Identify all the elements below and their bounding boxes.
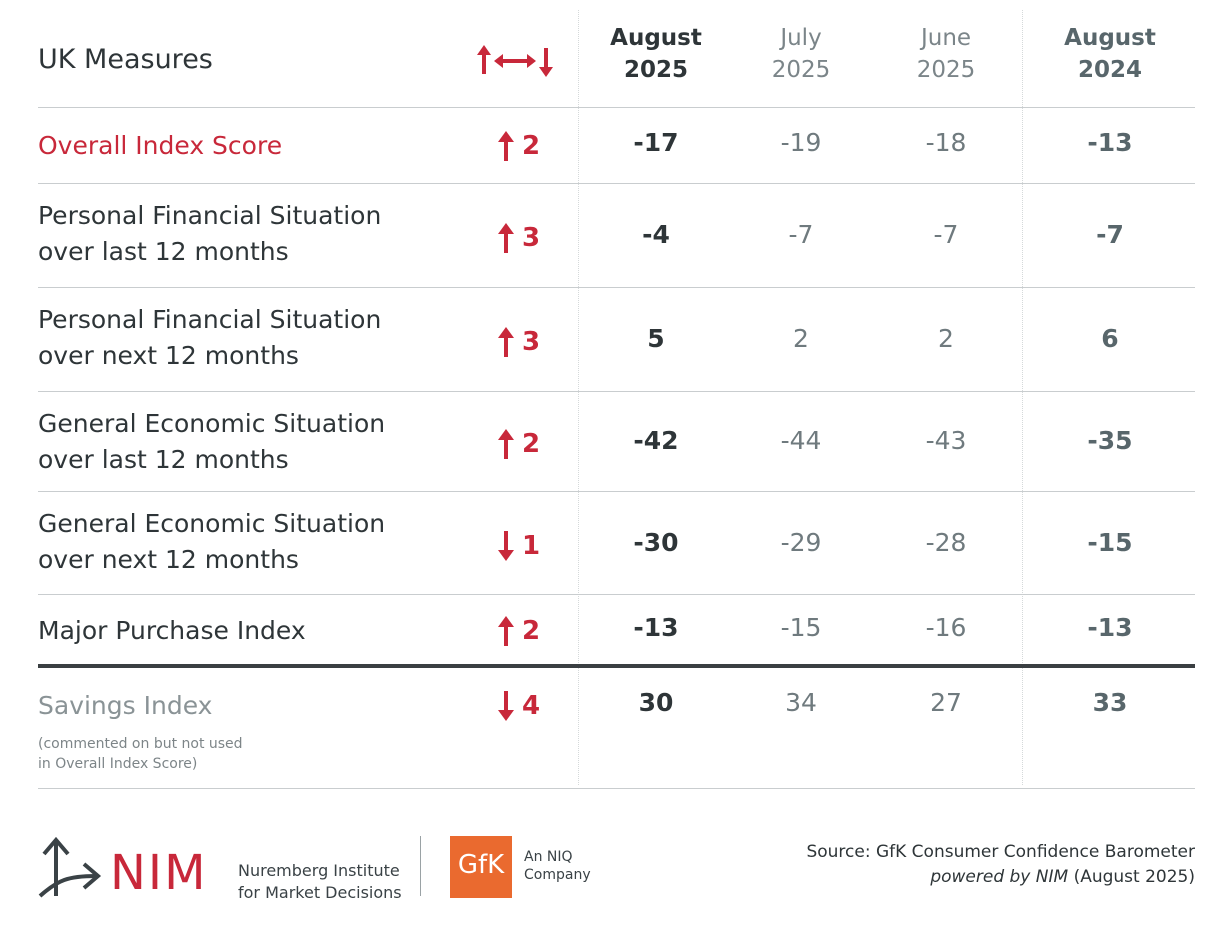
savings-note: (commented on but not used in Overall Ind… [38,736,243,772]
value-jul-2025: -19 [780,128,822,157]
nim-logo: NIM [110,845,208,901]
arrow-up-icon [498,327,514,357]
value-jun-2025: -7 [933,220,959,249]
value-aug-2024: -7 [1096,220,1124,249]
arrow-up-icon [498,616,514,646]
gfk-logo: GfK [450,836,512,898]
value-jul-2025: -15 [780,613,822,642]
value-aug-2025: -4 [642,220,670,249]
col-header-jul-2025: July 2025 [771,25,831,83]
change-cell: 4 [498,688,578,724]
nim-arrow-icon [38,836,102,902]
value-aug-2024: -15 [1087,528,1133,557]
value-jun-2025: -43 [925,426,967,455]
change-direction-icon [476,44,556,82]
change-cell: 2 [498,128,578,164]
row-label: Major Purchase Index [38,616,306,645]
value-aug-2024: -13 [1087,128,1133,157]
value-aug-2025: -17 [633,128,679,157]
change-cell: 3 [498,324,578,360]
value-jul-2025: -7 [788,220,814,249]
table-row: General Economic Situation over last 12 m… [38,392,1195,492]
value-aug-2024: 33 [1092,688,1128,717]
value-jul-2025: 2 [793,324,809,353]
change-cell: 1 [498,528,578,564]
row-label: Savings Index [38,691,213,720]
value-jun-2025: -16 [925,613,967,642]
col-header-aug-2025: August 2025 [610,25,702,83]
value-aug-2025: 5 [647,324,665,353]
value-jun-2025: 27 [930,688,962,717]
nim-name: Nuremberg Institute for Market Decisions [238,861,402,902]
value-jul-2025: 34 [785,688,817,717]
value-aug-2025: -13 [633,613,679,642]
value-aug-2024: 6 [1101,324,1119,353]
value-aug-2025: 30 [638,688,674,717]
table-row: Major Purchase Index 2 -13 -15 -16 -13 [38,595,1195,665]
change-cell: 3 [498,220,578,256]
savings-row: Savings Index (commented on but not used… [38,670,1195,788]
change-cell: 2 [498,613,578,649]
table-row: Personal Financial Situation over next 12… [38,288,1195,392]
row-label: General Economic Situation over next 12 m… [38,509,386,574]
table-row: General Economic Situation over next 12 m… [38,492,1195,594]
value-jul-2025: -44 [780,426,822,455]
change-cell: 2 [498,426,578,462]
source-note: Source: GfK Consumer Confidence Baromete… [806,842,1195,887]
value-jun-2025: -18 [925,128,967,157]
footer: NIM Nuremberg Institute for Market Decisi… [38,834,1195,904]
row-label: Personal Financial Situation over next 12… [38,305,382,370]
col-header-aug-2024: August 2024 [1064,25,1156,83]
row-label: Overall Index Score [38,131,283,160]
table-title: UK Measures [38,44,213,75]
value-aug-2024: -35 [1087,426,1133,455]
value-jun-2025: -28 [925,528,967,557]
row-label: General Economic Situation over last 12 m… [38,409,386,474]
value-jun-2025: 2 [938,324,954,353]
value-aug-2025: -42 [633,426,679,455]
arrow-up-icon [498,429,514,459]
table-row: Personal Financial Situation over last 12… [38,184,1195,288]
table-row: Overall Index Score 2 -17 -19 -18 -13 [38,108,1195,184]
niq-company-label: An NIQ Company [524,849,591,883]
col-header-jun-2025: June 2025 [916,25,976,83]
arrow-up-icon [498,223,514,253]
arrow-up-icon [498,131,514,161]
value-aug-2024: -13 [1087,613,1133,642]
value-jul-2025: -29 [780,528,822,557]
row-label: Personal Financial Situation over last 12… [38,201,382,266]
arrow-down-icon [498,531,514,561]
arrow-down-icon [498,691,514,721]
value-aug-2025: -30 [633,528,679,557]
